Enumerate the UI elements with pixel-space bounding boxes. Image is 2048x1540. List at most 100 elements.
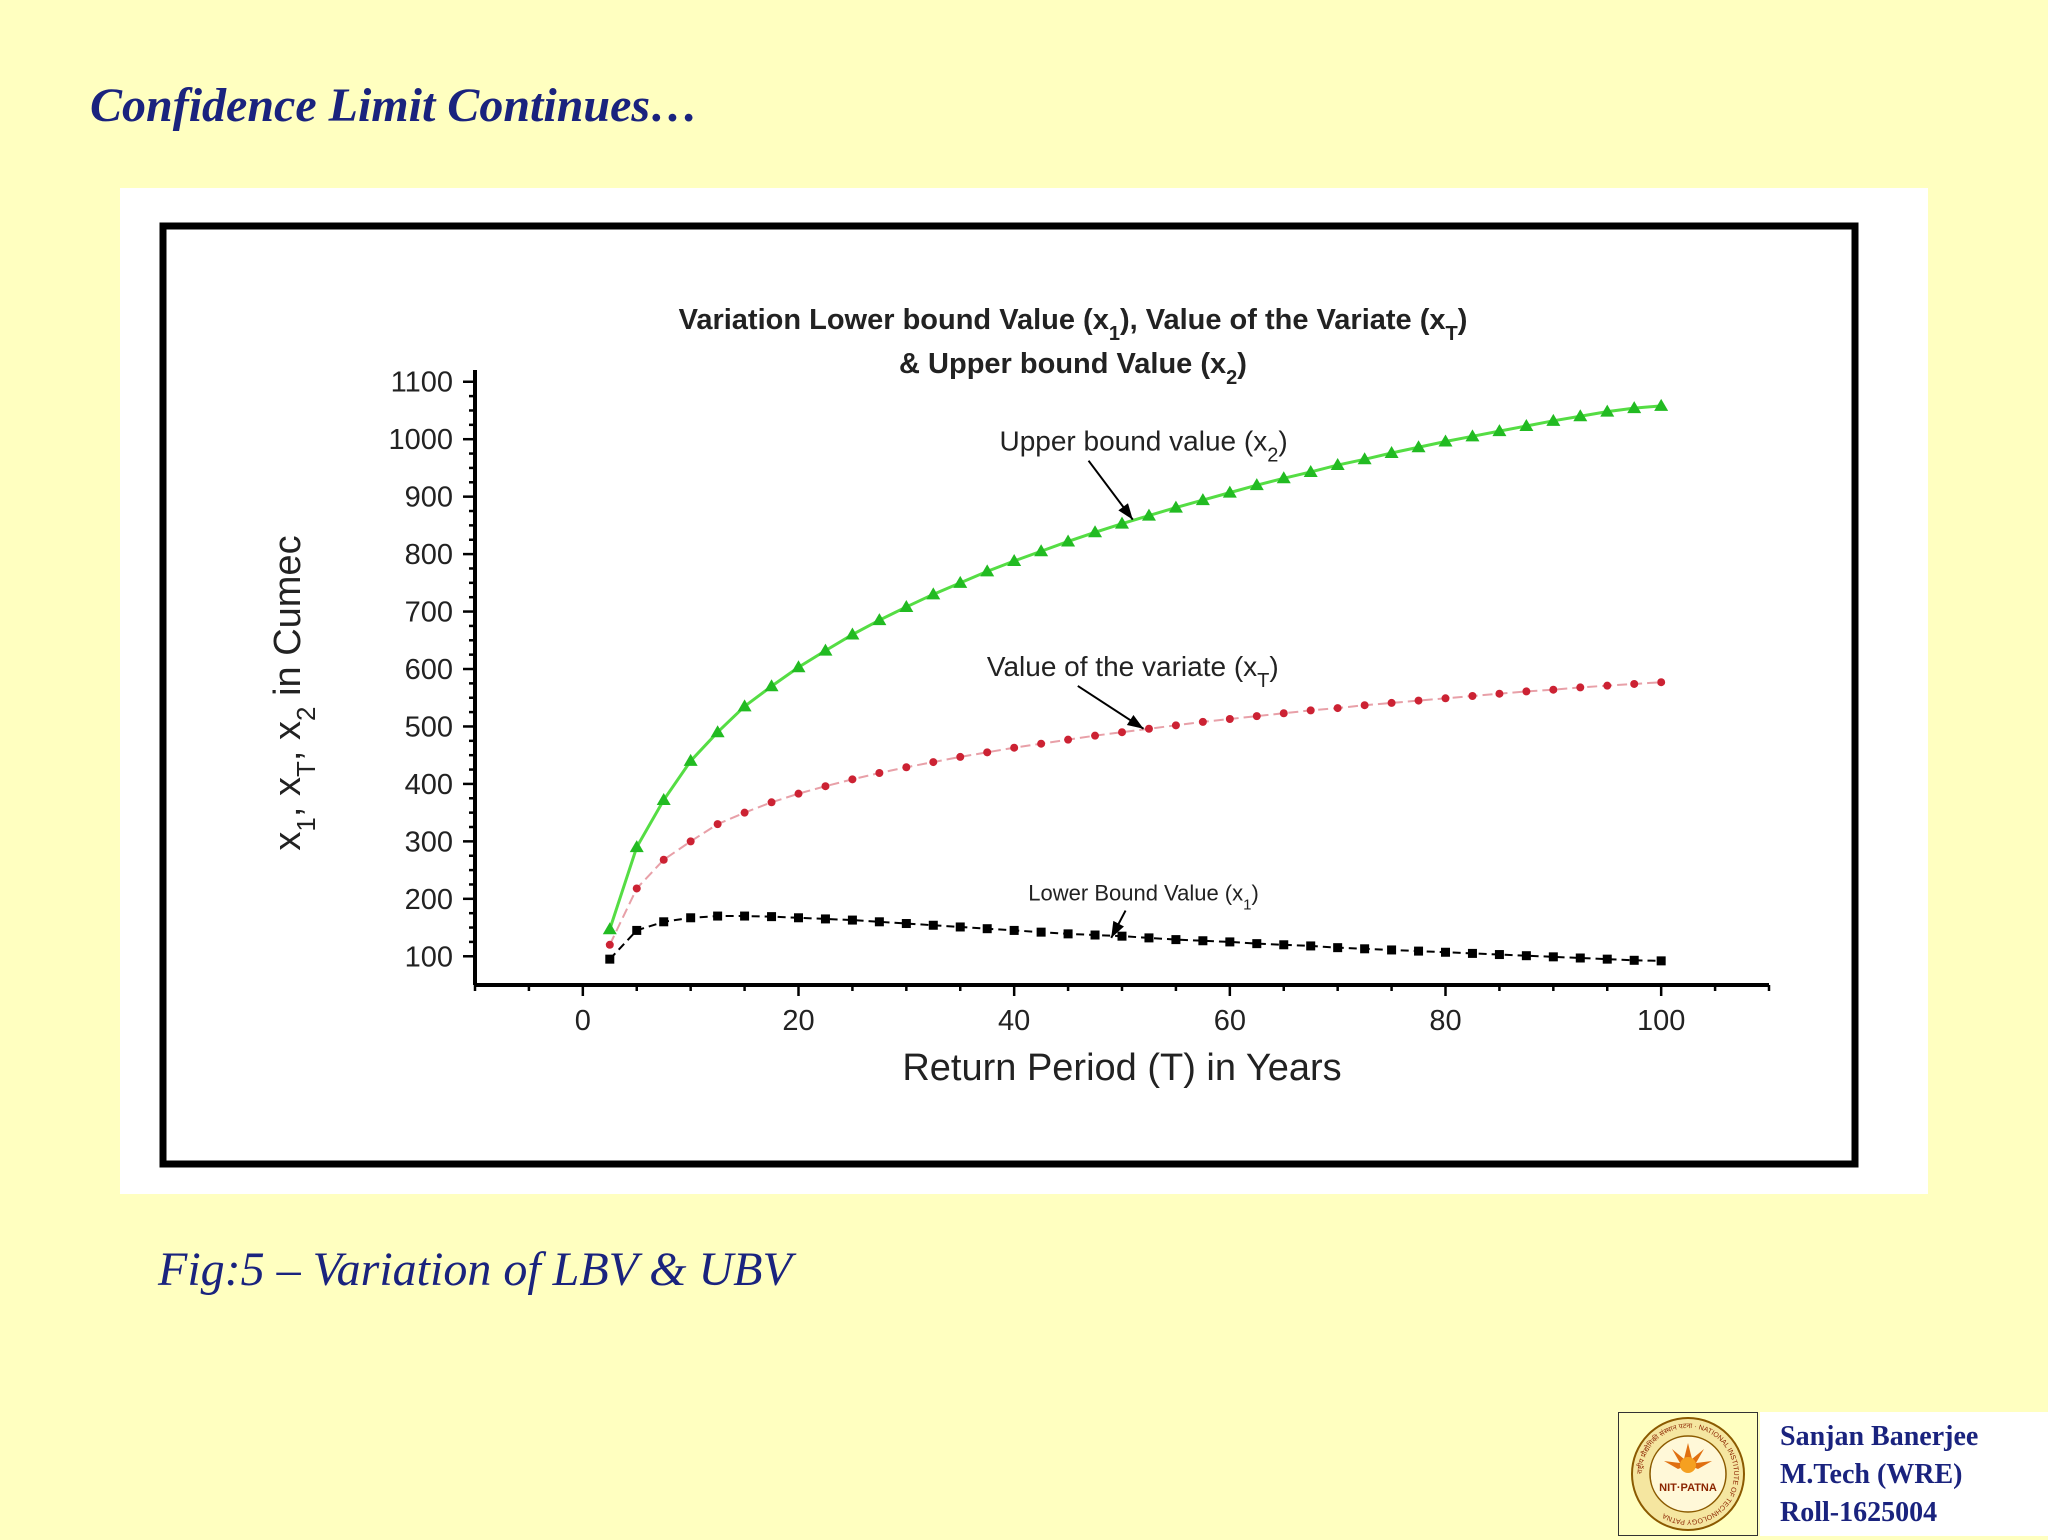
data-point-upper — [1330, 458, 1345, 471]
data-point-variate — [605, 940, 614, 949]
data-point-lower — [1198, 936, 1208, 946]
data-point-upper — [1303, 464, 1318, 477]
data-point-upper — [1276, 471, 1291, 484]
data-point-upper — [926, 587, 941, 600]
y-tick-label: 1100 — [391, 367, 453, 399]
data-point-lower — [901, 919, 911, 929]
data-point-upper — [872, 613, 887, 626]
data-point-variate — [848, 775, 857, 784]
data-point-upper — [629, 840, 644, 853]
x-tick-label: 40 — [998, 1005, 1030, 1037]
data-point-lower — [1090, 930, 1100, 940]
data-point-variate — [767, 798, 776, 807]
data-point-upper — [1600, 404, 1615, 417]
chart-axes: 100 200 300 400 500 600 700 800 900 1000 1100 0 20 40… — [267, 367, 1771, 1089]
data-point-lower — [659, 917, 669, 927]
data-point-variate — [1495, 689, 1504, 698]
data-point-variate — [1252, 712, 1261, 721]
x-tick-label: 60 — [1214, 1005, 1246, 1037]
data-point-lower — [605, 954, 615, 964]
data-point-variate — [1549, 685, 1558, 694]
data-point-variate — [956, 752, 965, 761]
data-point-variate — [1171, 721, 1180, 730]
data-point-upper — [1061, 534, 1076, 547]
y-tick-label: 500 — [405, 711, 453, 743]
data-point-upper — [1034, 544, 1049, 557]
data-point-variate — [1091, 731, 1100, 740]
data-point-lower — [847, 915, 857, 925]
annotation-arrowhead-lower — [1111, 920, 1124, 938]
data-point-variate — [1118, 728, 1126, 737]
annotation-lower: Lower Bound Value (x1) — [1028, 881, 1259, 914]
series-line-variate — [608, 681, 1662, 946]
chart-figure: Variation Lower bound Value (x1), Value … — [120, 188, 1928, 1194]
data-point-lower — [1009, 925, 1019, 935]
y-tick-label: 100 — [405, 941, 453, 973]
x-tick-label: 80 — [1429, 1005, 1461, 1037]
data-point-variate — [1468, 692, 1477, 701]
series-line-lower — [609, 915, 1662, 962]
data-point-variate — [740, 808, 749, 817]
data-point-upper — [1573, 409, 1588, 422]
data-point-upper — [899, 599, 914, 612]
data-point-variate — [1333, 704, 1342, 713]
data-point-lower — [928, 920, 938, 930]
series-lower — [605, 911, 1666, 966]
data-point-upper — [1195, 493, 1210, 506]
data-point-variate — [1360, 701, 1369, 710]
data-point-lower — [794, 913, 803, 923]
data-point-variate — [1522, 687, 1531, 696]
data-point-upper — [1519, 418, 1534, 431]
data-point-lower — [1414, 946, 1424, 956]
data-point-variate — [1441, 694, 1450, 703]
series-upper — [602, 398, 1669, 935]
data-point-lower — [982, 924, 992, 934]
data-point-variate — [902, 763, 911, 772]
data-point-lower — [1602, 954, 1612, 964]
data-point-upper — [818, 643, 833, 656]
author-degree: M.Tech (WRE) — [1780, 1459, 1963, 1490]
data-point-lower — [1360, 944, 1370, 954]
data-point-variate — [686, 837, 695, 846]
data-point-variate — [875, 768, 884, 777]
data-point-lower — [1441, 947, 1450, 957]
data-point-lower — [820, 914, 830, 924]
data-point-lower — [1171, 935, 1181, 945]
data-point-lower — [767, 912, 777, 922]
slide-title: Confidence Limit Continues… — [90, 79, 699, 132]
data-point-variate — [1657, 678, 1666, 687]
data-point-upper — [953, 575, 968, 588]
data-point-lower — [1575, 953, 1585, 963]
data-point-upper — [1168, 500, 1183, 513]
data-point-lower — [1252, 939, 1262, 949]
svg-text:NIT·PATNA: NIT·PATNA — [1659, 1482, 1717, 1494]
y-tick-label: 800 — [405, 539, 453, 571]
author-roll: Roll-1625004 — [1780, 1497, 1938, 1528]
y-tick-label: 200 — [405, 884, 453, 916]
data-point-lower — [1629, 955, 1639, 965]
footer: राष्ट्रीय प्रौद्योगिकी संस्थान पटना · NA… — [1618, 1412, 2048, 1536]
data-point-lower — [632, 925, 642, 935]
data-point-variate — [1306, 706, 1315, 715]
y-tick-label: 600 — [405, 654, 453, 686]
annotation-upper: Upper bound value (x2) — [999, 426, 1287, 467]
chart-title-line-1: Variation Lower bound Value (x1), Value … — [679, 304, 1468, 345]
data-point-upper — [1222, 485, 1237, 498]
data-point-variate — [659, 855, 668, 864]
data-point-upper — [980, 564, 995, 577]
institute-logo: राष्ट्रीय प्रौद्योगिकी संस्थान पटना · NA… — [1618, 1412, 1758, 1536]
chart-annotations: Upper bound value (x2) Value of the varia… — [987, 426, 1288, 939]
data-point-variate — [1630, 679, 1639, 688]
data-point-upper — [1088, 525, 1103, 538]
data-point-variate — [1010, 743, 1019, 752]
data-point-variate — [1198, 717, 1207, 726]
data-point-lower — [740, 911, 750, 921]
data-point-upper — [1357, 452, 1372, 465]
y-axis-label: x1, xT, x2 in Cumec — [267, 535, 321, 850]
data-point-upper — [656, 793, 671, 806]
data-point-upper — [683, 753, 698, 766]
data-point-variate — [1064, 735, 1073, 744]
data-point-upper — [1465, 429, 1480, 442]
data-point-upper — [1546, 413, 1561, 426]
data-point-variate — [1037, 739, 1046, 748]
